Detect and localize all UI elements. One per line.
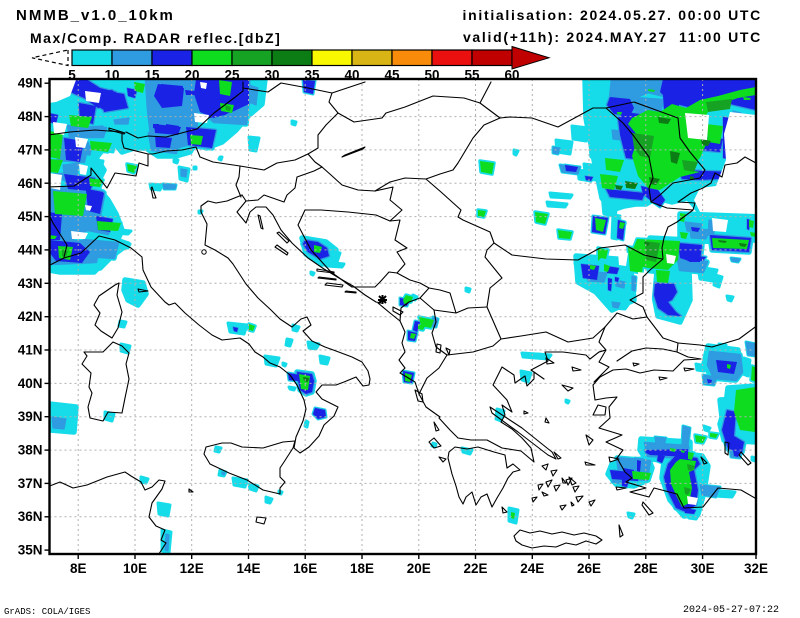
svg-text:25: 25 — [224, 68, 240, 83]
svg-text:41N: 41N — [18, 343, 43, 358]
svg-text:30E: 30E — [691, 561, 715, 576]
svg-text:46N: 46N — [18, 176, 43, 191]
svg-text:38N: 38N — [18, 443, 43, 458]
svg-text:18E: 18E — [350, 561, 374, 576]
svg-text:42N: 42N — [18, 309, 43, 324]
svg-text:40: 40 — [344, 68, 359, 83]
svg-text:50: 50 — [424, 68, 439, 83]
svg-text:15: 15 — [144, 68, 160, 83]
svg-text:8E: 8E — [70, 561, 87, 576]
svg-text:32E: 32E — [744, 561, 768, 576]
svg-text:16E: 16E — [293, 561, 317, 576]
svg-text:45: 45 — [384, 68, 400, 83]
svg-text:10E: 10E — [123, 561, 147, 576]
svg-text:47N: 47N — [18, 142, 43, 157]
svg-text:22E: 22E — [463, 561, 487, 576]
svg-text:40N: 40N — [18, 376, 43, 391]
svg-text:14E: 14E — [236, 561, 260, 576]
svg-text:60: 60 — [504, 68, 519, 83]
svg-text:36N: 36N — [18, 509, 43, 524]
svg-text:45N: 45N — [18, 209, 43, 224]
svg-text:30: 30 — [264, 68, 279, 83]
svg-text:37N: 37N — [18, 476, 43, 491]
svg-text:35N: 35N — [18, 543, 43, 558]
svg-text:49N: 49N — [18, 76, 43, 91]
svg-text:44N: 44N — [18, 242, 43, 257]
svg-text:26E: 26E — [577, 561, 601, 576]
svg-text:28E: 28E — [634, 561, 658, 576]
svg-text:43N: 43N — [18, 276, 43, 291]
svg-text:12E: 12E — [180, 561, 204, 576]
svg-text:48N: 48N — [18, 109, 43, 124]
svg-text:24E: 24E — [520, 561, 544, 576]
svg-text:20E: 20E — [407, 561, 431, 576]
svg-text:10: 10 — [104, 68, 119, 83]
svg-text:55: 55 — [464, 68, 480, 83]
svg-text:5: 5 — [68, 68, 76, 83]
svg-text:20: 20 — [184, 68, 199, 83]
svg-text:35: 35 — [304, 68, 320, 83]
svg-text:39N: 39N — [18, 409, 43, 424]
